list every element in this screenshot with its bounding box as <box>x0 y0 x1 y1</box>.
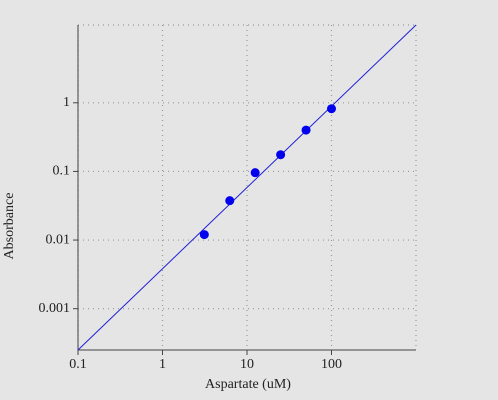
data-point <box>301 125 311 135</box>
data-point <box>225 196 235 206</box>
x-tick-label: 0.1 <box>69 357 87 372</box>
x-tick-label: 100 <box>321 357 342 372</box>
y-tick-label: 0.001 <box>39 301 71 316</box>
data-point <box>327 104 336 114</box>
fit-line <box>77 24 417 351</box>
x-tick-label: 1 <box>159 357 166 372</box>
y-tick-label: 0.1 <box>53 164 71 179</box>
x-tick-label: 10 <box>240 357 254 372</box>
data-point <box>276 150 286 160</box>
data-point <box>199 230 209 240</box>
x-axis-label: Aspartate (uM) <box>205 377 291 392</box>
data-point <box>250 168 260 178</box>
y-axis-label: Absorbance <box>2 193 17 260</box>
y-tick-label: 1 <box>63 95 70 110</box>
y-tick-label: 0.01 <box>46 232 71 247</box>
